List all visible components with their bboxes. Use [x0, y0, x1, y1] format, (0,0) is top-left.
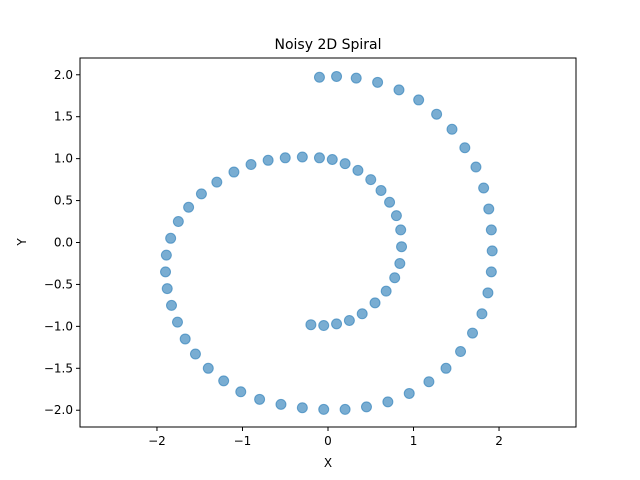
data-point	[380, 285, 392, 297]
x-tick-label: −2	[148, 434, 166, 448]
data-point	[195, 188, 207, 200]
data-point	[365, 174, 377, 186]
data-point	[171, 316, 183, 328]
data-point	[384, 196, 396, 208]
data-point	[396, 241, 408, 253]
data-point	[202, 362, 214, 374]
data-point	[455, 346, 467, 358]
data-point	[262, 154, 274, 166]
y-tick-label: −1.0	[44, 319, 73, 333]
data-point	[179, 333, 191, 345]
data-point	[218, 375, 230, 387]
y-axis-label: Y	[15, 238, 29, 247]
data-point	[476, 308, 488, 320]
data-point	[161, 283, 173, 295]
data-point	[235, 386, 247, 398]
data-point	[485, 266, 497, 278]
data-point	[369, 297, 381, 309]
data-point	[318, 403, 330, 415]
data-point	[393, 84, 405, 96]
x-tick-label: −1	[234, 434, 252, 448]
data-point	[160, 249, 172, 261]
data-point	[375, 185, 387, 196]
data-point	[403, 387, 415, 399]
data-point	[172, 216, 184, 228]
x-tick-label: 0	[324, 434, 332, 448]
data-point	[390, 210, 402, 222]
data-point	[331, 318, 343, 330]
y-tick-label: −1.5	[44, 361, 73, 375]
data-point	[326, 153, 338, 165]
data-point	[313, 152, 325, 164]
data-point	[356, 308, 368, 320]
data-point	[478, 182, 490, 194]
data-point	[446, 123, 458, 135]
y-tick-label: 2.0	[54, 68, 73, 82]
y-tick-label: 0.0	[54, 236, 73, 250]
data-point	[228, 166, 240, 178]
y-tick-label: 1.5	[54, 110, 73, 124]
data-point	[165, 232, 177, 244]
data-point	[394, 257, 406, 269]
data-point	[389, 272, 401, 284]
data-point	[470, 161, 482, 173]
data-point	[183, 201, 195, 213]
data-point	[360, 401, 372, 413]
data-point	[318, 320, 330, 332]
data-point	[482, 287, 494, 299]
data-point	[331, 70, 343, 82]
points-layer	[160, 70, 498, 415]
x-tick-label: 1	[410, 434, 418, 448]
data-point	[339, 403, 351, 415]
data-point	[343, 314, 355, 326]
data-point	[279, 152, 291, 164]
x-axis-label: X	[324, 456, 332, 470]
y-tick-label: −0.5	[44, 277, 73, 291]
data-point	[305, 319, 317, 331]
data-point	[395, 224, 407, 236]
data-point	[372, 76, 384, 88]
data-point	[352, 164, 364, 176]
data-point	[486, 245, 498, 257]
data-point	[350, 72, 362, 84]
data-point	[296, 151, 308, 163]
data-point	[313, 71, 325, 83]
chart-title: Noisy 2D Spiral	[275, 37, 382, 53]
y-tick-label: 1.0	[54, 152, 73, 166]
data-point	[413, 94, 425, 106]
x-tick-label: 2	[495, 434, 503, 448]
data-point	[296, 402, 308, 414]
data-point	[189, 348, 201, 360]
data-point	[339, 158, 351, 170]
y-tick-label: −2.0	[44, 403, 73, 417]
data-point	[166, 299, 177, 311]
data-point	[245, 159, 257, 171]
data-point	[423, 376, 435, 388]
data-point	[483, 203, 495, 215]
data-point	[440, 362, 452, 374]
data-point	[275, 398, 287, 410]
x-axis: −2 −1 0 1 2	[148, 427, 503, 448]
data-point	[459, 142, 471, 154]
data-point	[254, 393, 266, 405]
data-point	[467, 327, 479, 339]
data-point	[211, 176, 223, 188]
data-point	[160, 266, 172, 278]
y-axis: −2.0 −1.5 −1.0 −0.5 0.0 0.5 1.0 1.5 2.0	[44, 68, 80, 417]
data-point	[431, 108, 443, 120]
y-tick-label: 0.5	[54, 194, 73, 208]
data-point	[485, 224, 497, 236]
data-point	[382, 396, 394, 408]
